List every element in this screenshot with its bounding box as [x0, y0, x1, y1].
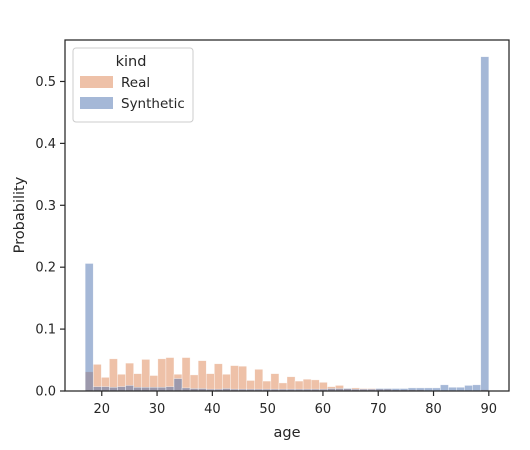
- plot-frame: [64, 39, 510, 392]
- synthetic-bar: [480, 56, 490, 392]
- synthetic-bar: [472, 384, 482, 392]
- real-bars: [84, 357, 490, 392]
- real-bar: [254, 369, 264, 392]
- legend-title: kind: [116, 54, 147, 70]
- real-bar: [197, 360, 207, 392]
- legend: kind Real Synthetic: [72, 47, 194, 123]
- legend-label-synthetic: Synthetic: [121, 96, 185, 112]
- y-axis-ticks: 0.0 0.1 0.2 0.3 0.4 0.5: [35, 75, 65, 400]
- synthetic-bar: [92, 386, 102, 392]
- real-bar: [109, 358, 118, 392]
- y-tick-label: 0.3: [35, 199, 56, 214]
- x-tick-label: 30: [149, 402, 166, 417]
- x-tick-label: 60: [315, 402, 332, 417]
- y-axis-label: Probability: [12, 176, 28, 253]
- real-bar: [141, 359, 151, 392]
- synthetic-bar: [440, 384, 449, 392]
- x-tick-label: 80: [425, 402, 442, 417]
- y-tick-label: 0.5: [35, 75, 56, 90]
- synthetic-bar: [173, 378, 183, 392]
- real-bar: [238, 365, 247, 392]
- y-tick-label: 0.2: [35, 261, 56, 276]
- synthetic-bar: [125, 385, 134, 392]
- real-bar: [214, 363, 223, 392]
- synthetic-bar: [84, 263, 94, 392]
- synthetic-bar: [165, 386, 175, 392]
- real-bar: [165, 357, 175, 392]
- x-tick-label: 90: [481, 402, 498, 417]
- x-axis-ticks: 20 30 40 50 60 70 80 90: [93, 391, 497, 417]
- x-tick-label: 50: [259, 402, 276, 417]
- legend-swatch-synthetic: [80, 97, 113, 109]
- y-tick-label: 0.0: [35, 385, 56, 400]
- synthetic-bar: [117, 386, 126, 392]
- real-bar: [230, 365, 239, 392]
- x-tick-label: 40: [204, 402, 221, 417]
- real-bar: [157, 358, 167, 392]
- legend-swatch-real: [80, 76, 113, 88]
- x-tick-label: 70: [370, 402, 387, 417]
- synthetic-bar: [101, 386, 110, 392]
- real-bar: [205, 373, 215, 392]
- y-tick-label: 0.1: [35, 323, 56, 338]
- real-bar: [270, 373, 280, 392]
- real-bar: [181, 357, 191, 392]
- y-tick-label: 0.4: [35, 137, 56, 152]
- legend-label-real: Real: [121, 75, 150, 91]
- x-axis-label: age: [273, 425, 300, 441]
- synthetic-bar: [464, 385, 473, 392]
- x-tick-label: 20: [93, 402, 110, 417]
